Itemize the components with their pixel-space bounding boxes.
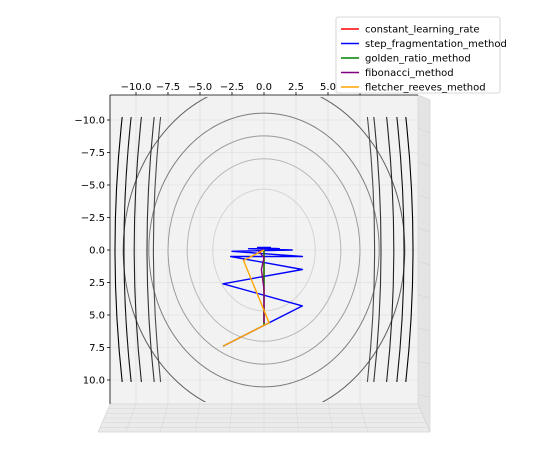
legend-label-fletcher-reeves-method: fletcher_reeves_method [365, 83, 486, 94]
side-grid-line-5 [417, 261, 431, 266]
floor-grid-col-0 [125, 403, 137, 433]
contour-ellipse-2 [167, 135, 361, 365]
side-grid-line-8 [417, 361, 431, 365]
contour-ellipse-1 [186, 158, 342, 342]
floor-grid-col-5 [295, 403, 299, 433]
series-line-fletcher-reeves-method [222, 249, 270, 347]
y-tick-label-3: −2.5 [81, 213, 105, 224]
y-tick-label-5: 2.5 [89, 278, 105, 289]
y-tick-label-4: 0.0 [89, 246, 105, 257]
legend-label-step-fragmentation-method: step_fragmentation_method [365, 39, 507, 50]
contour-arc-left-0 [152, 116, 162, 383]
y-tick-label-6: 5.0 [89, 311, 105, 322]
contour-arc-right-1 [373, 116, 382, 383]
contour-arc-right-3 [396, 116, 405, 383]
floor-grid-col-1 [160, 403, 169, 433]
contour-lines [114, 97, 414, 402]
series-lines [222, 246, 304, 347]
x-tick-label-6: 5.0 [320, 82, 336, 93]
legend-label-constant-learning-rate: constant_learning_rate [365, 25, 480, 36]
series-line-fibonacci-method [258, 249, 265, 323]
side-grid-line-9 [417, 394, 431, 398]
x-tick-label-5: 2.5 [288, 82, 304, 93]
contour-arc-right-0 [366, 116, 376, 383]
y-axis-ticks: −10.0 −7.5 −5.0 −2.5 0.0 2.5 5.0 7.5 10.0 [74, 116, 110, 387]
side-grid-line-6 [417, 294, 431, 299]
y-tick-label-7: 7.5 [89, 343, 105, 354]
contour-arc-right-2 [386, 116, 395, 383]
side-grid-line-0 [417, 94, 431, 101]
y-tick-label-2: −5.0 [81, 181, 105, 192]
contour-ellipse-4 [122, 97, 406, 402]
contour-arc-right-4 [405, 116, 414, 383]
floor-grid-col-6 [327, 403, 334, 433]
x-tick-label-4: 0.0 [256, 82, 272, 93]
floor-grid-col-7 [359, 403, 368, 433]
y-tick-label-0: −10.0 [74, 116, 105, 127]
legend-label-golden-ratio-method: golden_ratio_method [365, 54, 471, 65]
side-grid-line-1 [417, 128, 431, 134]
contour-group [114, 97, 414, 402]
contour-arc-left-1 [146, 116, 155, 383]
x-tick-label-0: −10.0 [121, 82, 152, 93]
legend-box [335, 16, 501, 94]
y-tick-label-1: −7.5 [81, 148, 105, 159]
x-axis-ticks: −10.0−7.5−5.0−2.50.02.55.07.5 [121, 82, 368, 95]
side-grid-line-4 [417, 227, 431, 233]
series-line-step-fragmentation-method [222, 246, 304, 347]
side-grid-line-3 [417, 194, 431, 200]
side-grid-line-7 [417, 327, 431, 332]
x-tick-label-3: −2.5 [220, 82, 244, 93]
grid-lines [98, 94, 431, 433]
legend: constant_learning_rate step_fragmentation… [335, 16, 507, 94]
x-tick-label-1: −7.5 [156, 82, 180, 93]
legend-label-fibonacci-method: fibonacci_method [365, 68, 454, 79]
side-grid-line-2 [417, 161, 431, 167]
x-tick-label-2: −5.0 [188, 82, 212, 93]
y-tick-label-8: 10.0 [83, 376, 105, 387]
contour-arc-left-2 [133, 116, 142, 383]
floor-grid-col-2 [194, 403, 201, 433]
floor-grid-col-3 [229, 403, 233, 433]
contour-ellipse-3 [148, 112, 380, 388]
contour-arc-left-3 [123, 116, 132, 383]
contour-arc-left-4 [114, 116, 123, 383]
